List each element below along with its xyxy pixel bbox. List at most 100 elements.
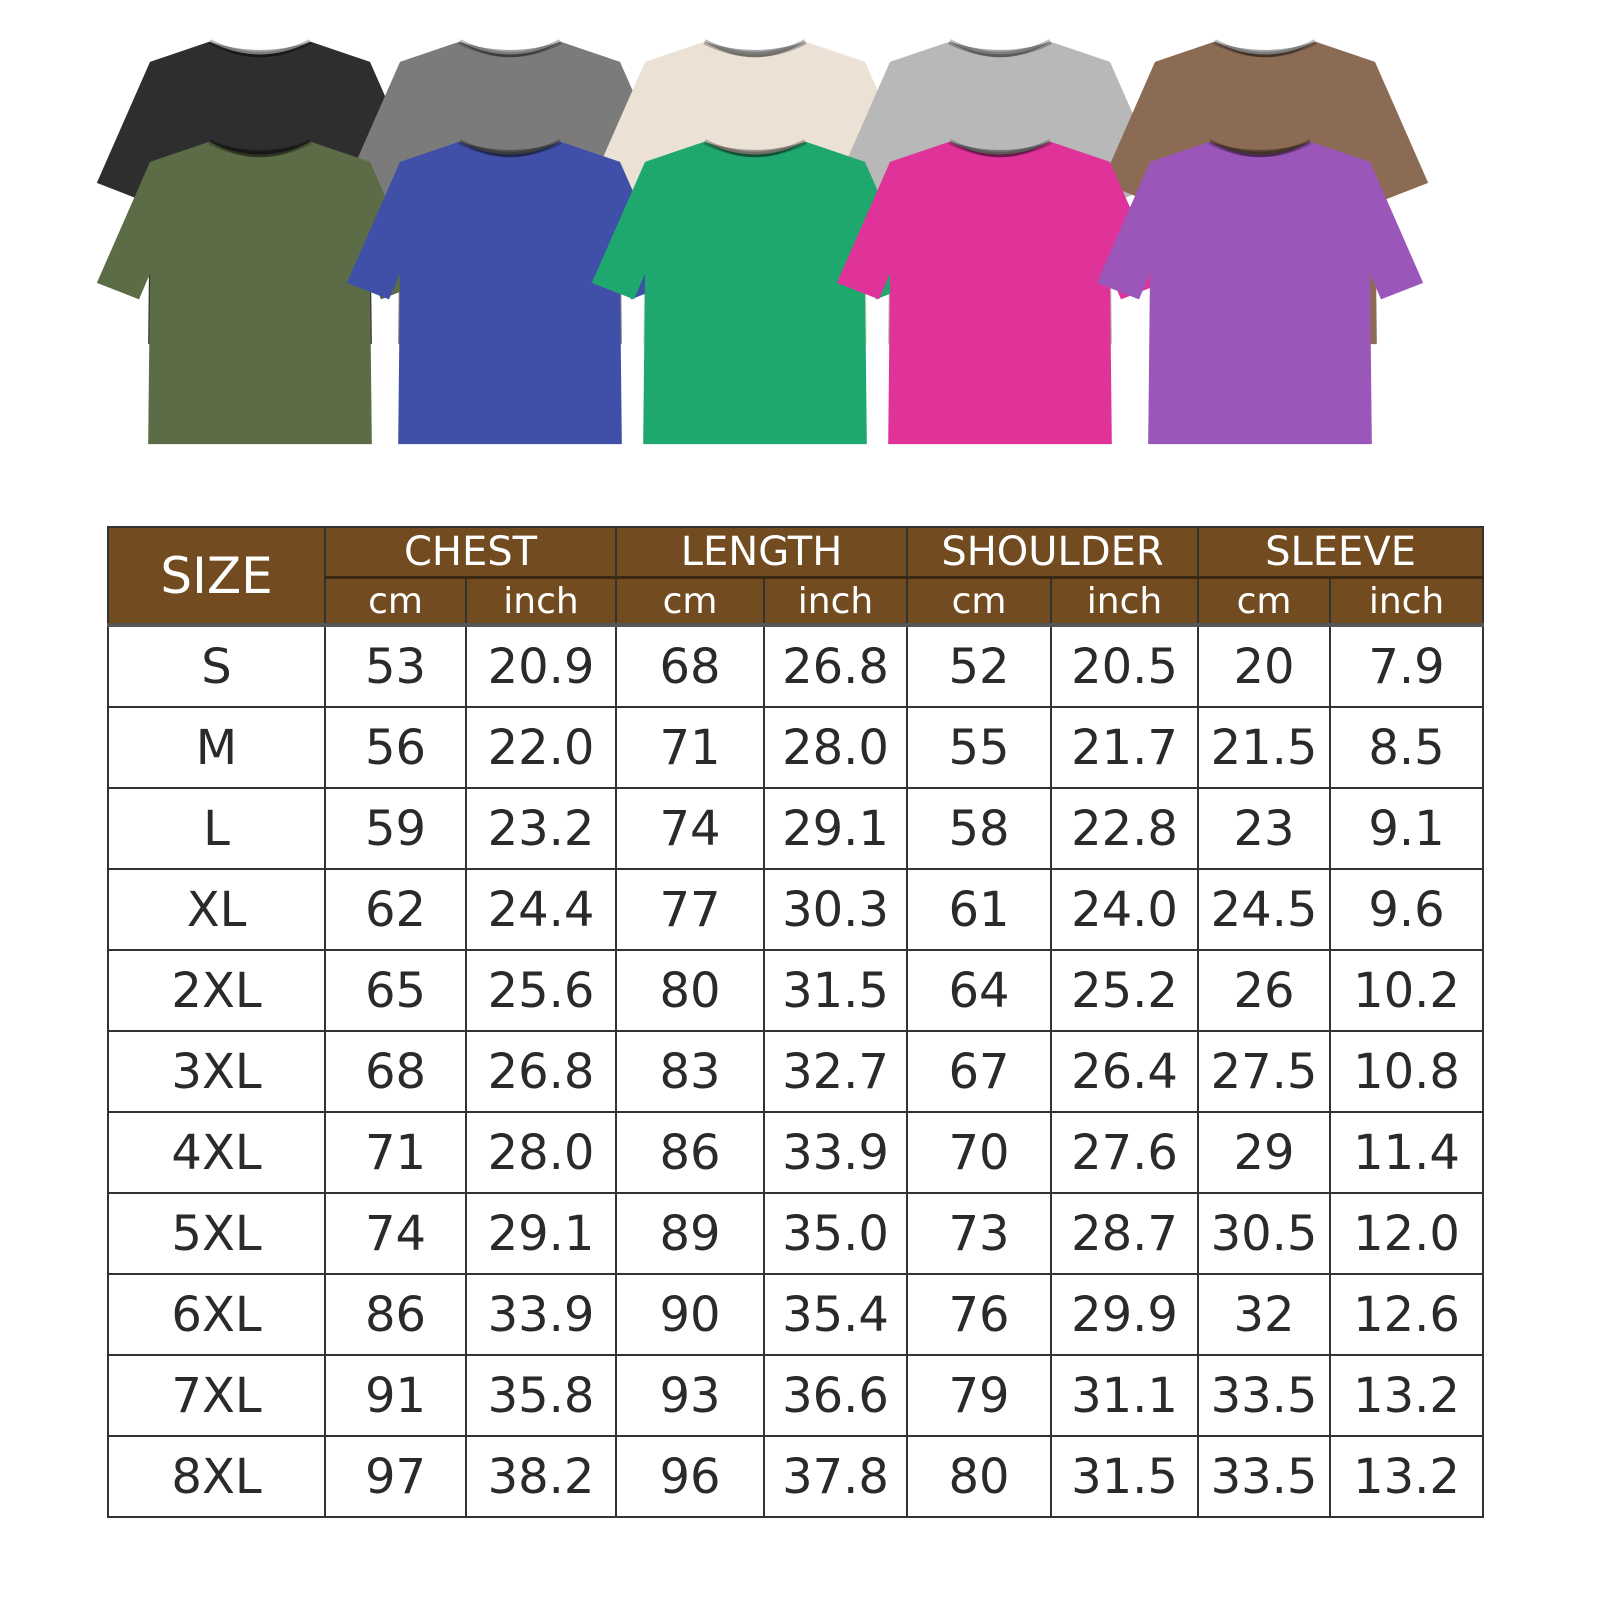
measurement-cell: 73	[906, 1192, 1053, 1275]
table-row: 3XL 68 26.8 83 32.7 67 26.4 27.5 10.8	[107, 1030, 1485, 1113]
measurement-cell: 13.2	[1329, 1435, 1485, 1518]
measurement-cell: 20	[1197, 623, 1332, 708]
measurement-cell: 56	[324, 706, 467, 789]
measurement-cell: 79	[906, 1354, 1053, 1437]
measurement-cell: 86	[615, 1111, 766, 1194]
measurement-cell: 33.9	[763, 1111, 909, 1194]
measurement-cell: 31.5	[763, 949, 909, 1032]
measurement-cell: 68	[324, 1030, 467, 1113]
measurement-cell: 23	[1197, 787, 1332, 870]
measurement-cell: 33.5	[1197, 1354, 1332, 1437]
size-cell: M	[107, 706, 326, 789]
measurement-cell: 91	[324, 1354, 467, 1437]
length-inch-header: inch	[763, 576, 909, 626]
measurement-cell: 22.8	[1050, 787, 1200, 870]
chest-cm-header: cm	[324, 576, 467, 626]
measurement-cell: 77	[615, 868, 766, 951]
tshirt-blue	[345, 132, 675, 452]
measurement-cell: 67	[906, 1030, 1053, 1113]
measurement-cell: 64	[906, 949, 1053, 1032]
measurement-cell: 53	[324, 623, 467, 708]
size-header: SIZE	[107, 526, 326, 626]
measurement-cell: 62	[324, 868, 467, 951]
table-row: 2XL 65 25.6 80 31.5 64 25.2 26 10.2	[107, 949, 1485, 1032]
measurement-cell: 65	[324, 949, 467, 1032]
measurement-cell: 33.9	[464, 1273, 618, 1356]
measurement-cell: 68	[615, 623, 766, 708]
size-cell: XL	[107, 868, 326, 951]
size-cell: 6XL	[107, 1273, 326, 1356]
measurement-cell: 32	[1197, 1273, 1332, 1356]
measurement-cell: 74	[324, 1192, 467, 1275]
sleeve-header: SLEEVE	[1197, 526, 1485, 579]
measurement-cell: 89	[615, 1192, 766, 1275]
length-header: LENGTH	[615, 526, 909, 579]
shoulder-cm-header: cm	[906, 576, 1053, 626]
sleeve-cm-header: cm	[1197, 576, 1332, 626]
size-cell: 5XL	[107, 1192, 326, 1275]
size-chart-table: SIZE CHEST LENGTH SHOULDER SLEEVE cm inch…	[107, 526, 1485, 1518]
measurement-cell: 21.5	[1197, 706, 1332, 789]
measurement-cell: 30.3	[763, 868, 909, 951]
length-cm-header: cm	[615, 576, 766, 626]
table-row: S 53 20.9 68 26.8 52 20.5 20 7.9	[107, 623, 1485, 708]
measurement-cell: 10.8	[1329, 1030, 1485, 1113]
measurement-cell: 76	[906, 1273, 1053, 1356]
measurement-cell: 12.6	[1329, 1273, 1485, 1356]
measurement-cell: 26.8	[763, 623, 909, 708]
measurement-cell: 20.9	[464, 623, 618, 708]
measurement-cell: 38.2	[464, 1435, 618, 1518]
measurement-cell: 21.7	[1050, 706, 1200, 789]
measurement-cell: 71	[324, 1111, 467, 1194]
measurement-cell: 12.0	[1329, 1192, 1485, 1275]
measurement-cell: 28.0	[464, 1111, 618, 1194]
measurement-cell: 23.2	[464, 787, 618, 870]
measurement-cell: 11.4	[1329, 1111, 1485, 1194]
measurement-cell: 27.6	[1050, 1111, 1200, 1194]
measurement-cell: 27.5	[1197, 1030, 1332, 1113]
measurement-cell: 9.1	[1329, 787, 1485, 870]
size-cell: 3XL	[107, 1030, 326, 1113]
table-row: 6XL 86 33.9 90 35.4 76 29.9 32 12.6	[107, 1273, 1485, 1356]
table-row: L 59 23.2 74 29.1 58 22.8 23 9.1	[107, 787, 1485, 870]
shoulder-inch-header: inch	[1050, 576, 1200, 626]
measurement-cell: 30.5	[1197, 1192, 1332, 1275]
measurement-cell: 97	[324, 1435, 467, 1518]
measurement-cell: 37.8	[763, 1435, 909, 1518]
measurement-cell: 74	[615, 787, 766, 870]
size-cell: 8XL	[107, 1435, 326, 1518]
chest-header: CHEST	[323, 526, 618, 579]
measurement-cell: 25.2	[1050, 949, 1200, 1032]
measurement-cell: 55	[906, 706, 1053, 789]
table-row: 8XL 97 38.2 96 37.8 80 31.5 33.5 13.2	[107, 1435, 1485, 1518]
measurement-cell: 35.0	[763, 1192, 909, 1275]
size-cell: 4XL	[107, 1111, 326, 1194]
measurement-cell: 22.0	[464, 706, 618, 789]
measurement-cell: 26.8	[464, 1030, 618, 1113]
measurement-cell: 10.2	[1329, 949, 1485, 1032]
sleeve-inch-header: inch	[1329, 576, 1485, 626]
size-cell: L	[107, 787, 326, 870]
measurement-cell: 20.5	[1050, 623, 1200, 708]
measurement-cell: 80	[906, 1435, 1053, 1518]
measurement-cell: 26	[1197, 949, 1332, 1032]
measurement-cell: 80	[615, 949, 766, 1032]
measurement-cell: 29.9	[1050, 1273, 1200, 1356]
measurement-cell: 86	[324, 1273, 467, 1356]
measurement-cell: 8.5	[1329, 706, 1485, 789]
measurement-cell: 52	[906, 623, 1053, 708]
size-cell: 2XL	[107, 949, 326, 1032]
measurement-cell: 32.7	[763, 1030, 909, 1113]
measurement-cell: 31.5	[1050, 1435, 1200, 1518]
tshirt-purple	[1095, 132, 1425, 452]
measurement-cell: 35.8	[464, 1354, 618, 1437]
size-cell: 7XL	[107, 1354, 326, 1437]
measurement-cell: 24.0	[1050, 868, 1200, 951]
size-cell: S	[107, 623, 326, 708]
measurement-cell: 9.6	[1329, 868, 1485, 951]
tshirt-olive	[95, 132, 425, 452]
table-row: 4XL 71 28.0 86 33.9 70 27.6 29 11.4	[107, 1111, 1485, 1194]
measurement-cell: 71	[615, 706, 766, 789]
measurement-cell: 90	[615, 1273, 766, 1356]
measurement-cell: 35.4	[763, 1273, 909, 1356]
